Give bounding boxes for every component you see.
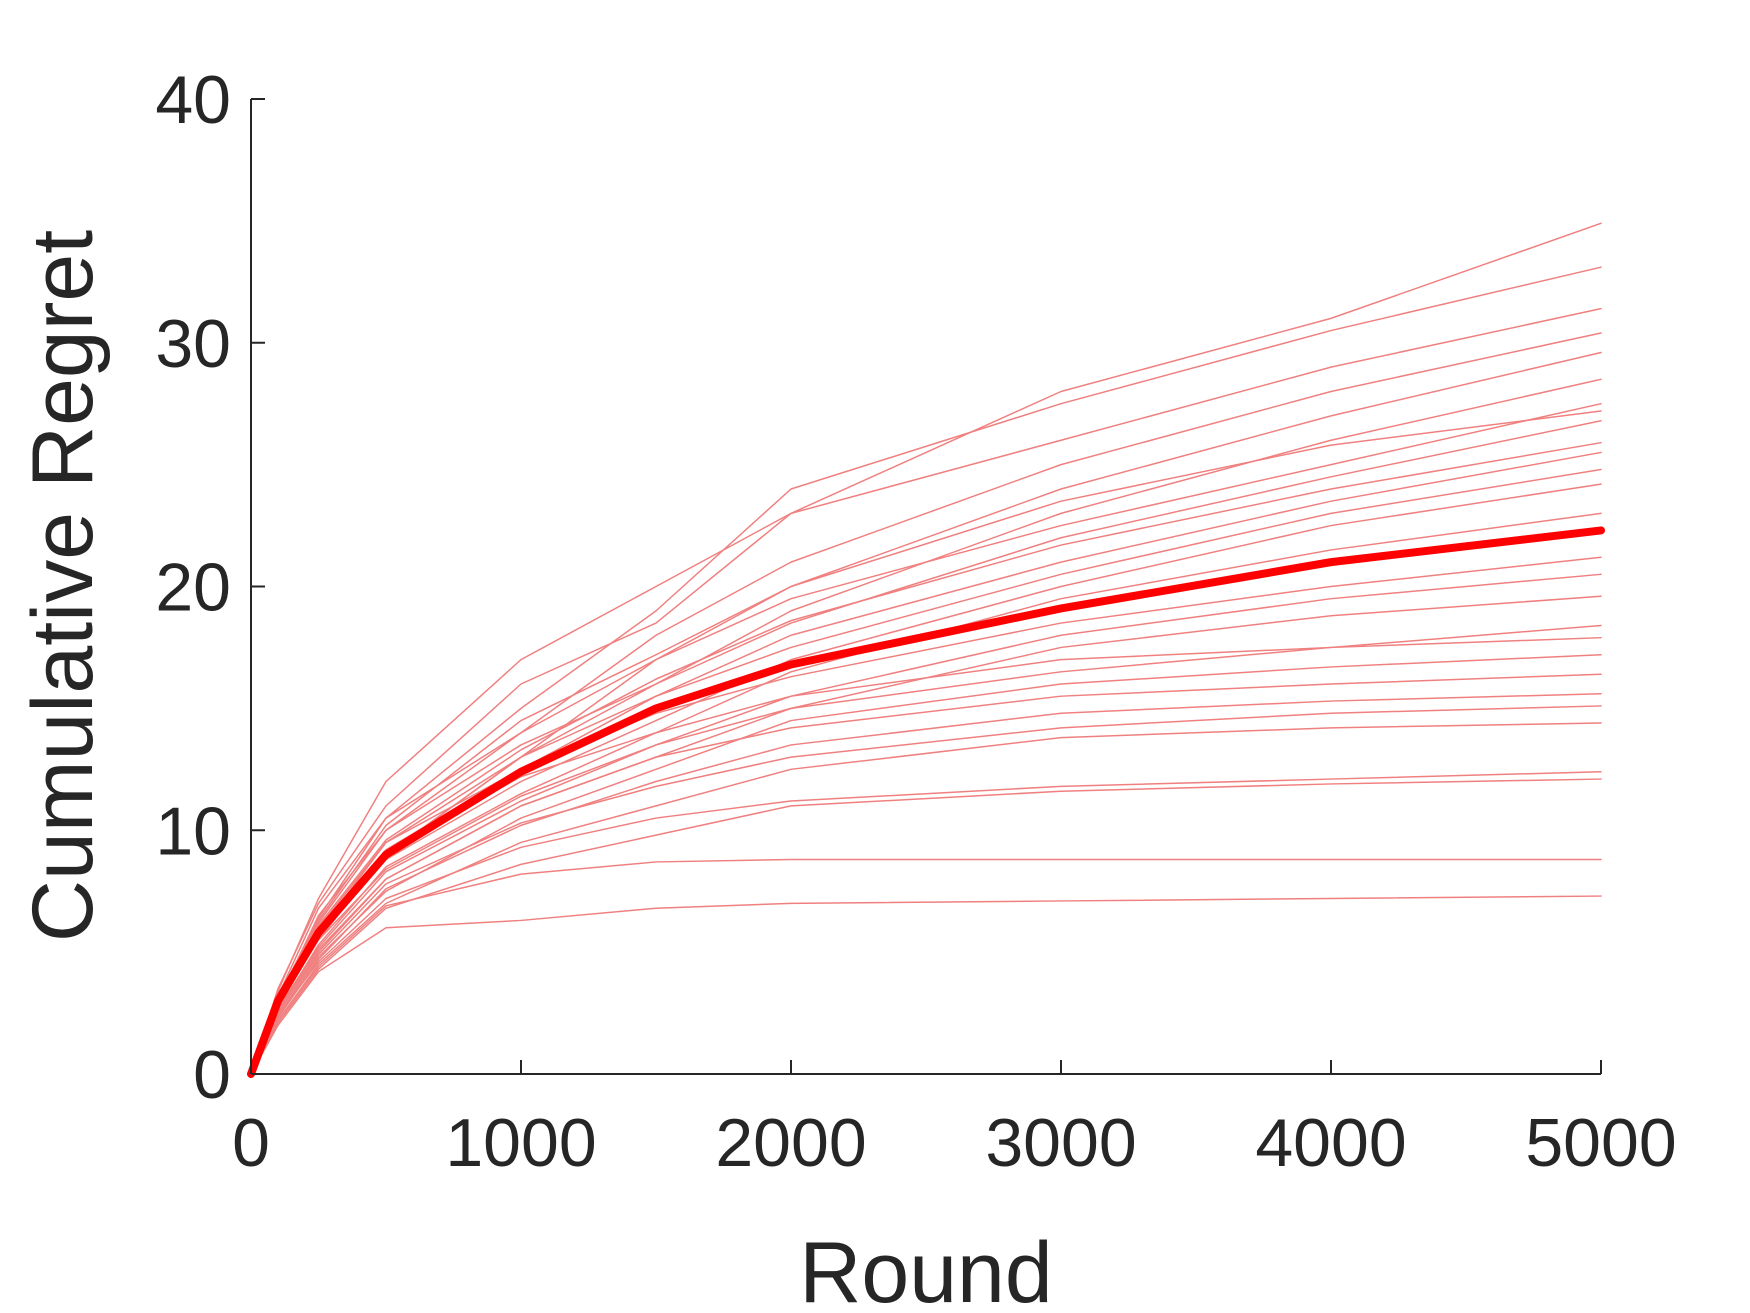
x-tick-label: 1000 (445, 1105, 596, 1181)
series-line (250, 624, 1602, 1075)
series-line (250, 895, 1602, 1075)
y-tick-label: 20 (155, 550, 231, 626)
y-tick-label: 0 (193, 1037, 231, 1113)
x-tick-label: 2000 (715, 1105, 866, 1181)
x-tick-label: 0 (232, 1105, 270, 1181)
series-line (250, 858, 1602, 1075)
series-line (247, 526, 1605, 1078)
series-line (250, 778, 1602, 1075)
series-line (250, 307, 1602, 1075)
y-axis-label: Cumulative Regret (15, 230, 111, 942)
series-line (250, 402, 1602, 1075)
x-tick-label: 5000 (1525, 1105, 1676, 1181)
y-tick-label: 30 (155, 306, 231, 382)
y-tick-label: 10 (155, 793, 231, 869)
series-line (250, 351, 1602, 1075)
series-line (250, 705, 1602, 1075)
series-line (250, 468, 1602, 1075)
series-line (250, 654, 1602, 1075)
series-line (250, 771, 1602, 1075)
x-tick-label: 4000 (1255, 1105, 1406, 1181)
series-line (250, 420, 1602, 1075)
series-line (250, 636, 1602, 1075)
series-line (250, 595, 1602, 1075)
x-axis-label: Round (799, 1225, 1052, 1313)
series-line (250, 266, 1602, 1075)
series-line (250, 483, 1602, 1075)
series-line (250, 222, 1602, 1075)
x-tick-label: 3000 (985, 1105, 1136, 1181)
series-line (250, 673, 1602, 1075)
y-tick-label: 40 (155, 62, 231, 138)
series-line (250, 693, 1602, 1075)
series-line (250, 332, 1602, 1075)
